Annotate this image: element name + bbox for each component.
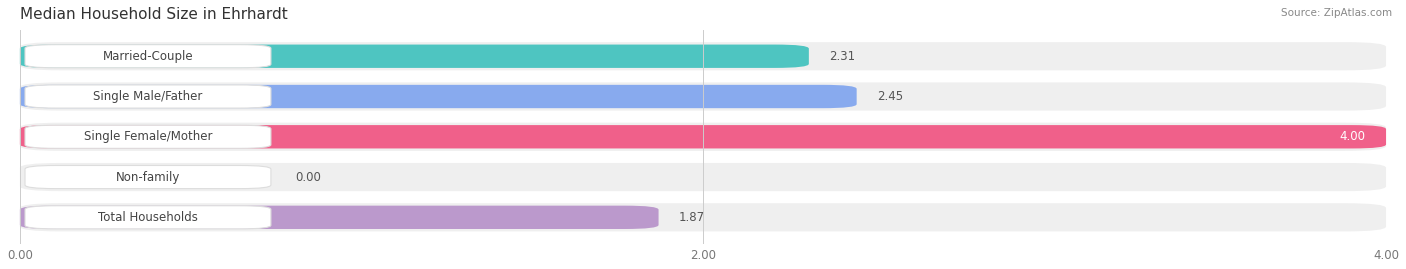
- Text: 2.45: 2.45: [877, 90, 903, 103]
- FancyBboxPatch shape: [20, 123, 1386, 151]
- FancyBboxPatch shape: [20, 45, 808, 68]
- Text: Source: ZipAtlas.com: Source: ZipAtlas.com: [1281, 8, 1392, 18]
- FancyBboxPatch shape: [25, 125, 271, 148]
- FancyBboxPatch shape: [20, 163, 1386, 191]
- FancyBboxPatch shape: [20, 206, 658, 229]
- Text: Total Households: Total Households: [98, 211, 198, 224]
- FancyBboxPatch shape: [20, 42, 1386, 70]
- Text: Married-Couple: Married-Couple: [103, 50, 193, 63]
- FancyBboxPatch shape: [25, 206, 271, 229]
- FancyBboxPatch shape: [25, 165, 271, 189]
- Text: Median Household Size in Ehrhardt: Median Household Size in Ehrhardt: [20, 7, 288, 22]
- FancyBboxPatch shape: [25, 45, 271, 68]
- Text: Single Female/Mother: Single Female/Mother: [84, 130, 212, 143]
- Text: Single Male/Father: Single Male/Father: [93, 90, 202, 103]
- FancyBboxPatch shape: [20, 85, 856, 108]
- Text: 0.00: 0.00: [295, 171, 321, 183]
- Text: 2.31: 2.31: [830, 50, 855, 63]
- Text: 4.00: 4.00: [1340, 130, 1365, 143]
- Text: 1.87: 1.87: [679, 211, 706, 224]
- FancyBboxPatch shape: [20, 203, 1386, 231]
- FancyBboxPatch shape: [25, 85, 271, 108]
- FancyBboxPatch shape: [20, 125, 1386, 148]
- FancyBboxPatch shape: [20, 82, 1386, 111]
- Text: Non-family: Non-family: [115, 171, 180, 183]
